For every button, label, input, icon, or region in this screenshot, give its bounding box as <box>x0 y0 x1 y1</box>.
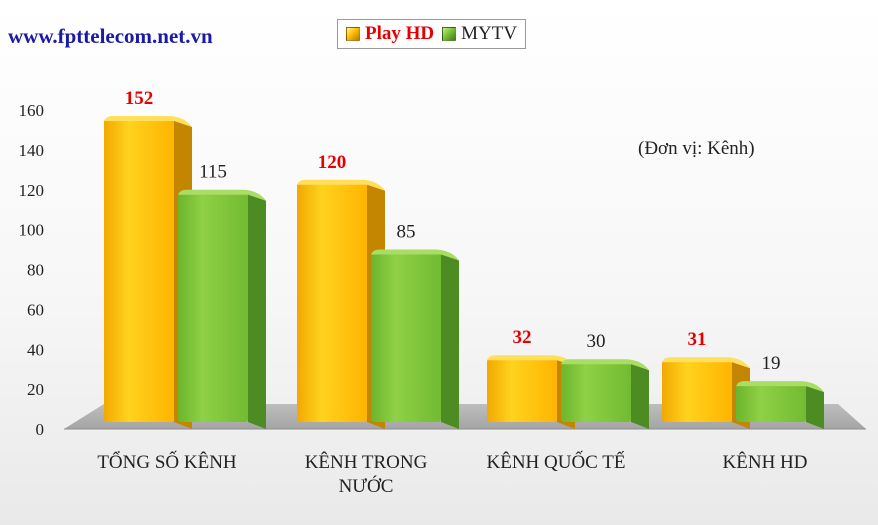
y-tick-label: 0 <box>36 420 45 439</box>
bar-mytv-0 <box>178 189 266 429</box>
y-tick-label: 60 <box>27 300 44 319</box>
x-category-label: KÊNH TRONG NƯỚC <box>305 451 428 497</box>
y-tick-label: 140 <box>19 141 45 160</box>
data-label-mytv: 19 <box>762 353 781 374</box>
y-tick-label: 100 <box>19 221 45 240</box>
legend-swatch-mytv <box>442 27 457 41</box>
data-label-play-hd: 31 <box>688 329 707 350</box>
x-category-label: KÊNH QUỐC TẾ <box>487 451 626 473</box>
legend-label-mytv: MYTV <box>461 23 518 44</box>
legend: Play HD MYTV <box>337 19 527 49</box>
unit-note: (Đơn vị: Kênh) <box>638 138 755 159</box>
bar-mytv-1 <box>371 249 459 429</box>
legend-item-play-hd: Play HD <box>346 23 434 45</box>
y-tick-label: 40 <box>27 340 44 359</box>
y-tick-label: 80 <box>27 261 44 280</box>
legend-label-play-hd: Play HD <box>365 23 435 44</box>
y-tick-label: 20 <box>27 380 44 399</box>
bar-mytv-3 <box>736 381 824 429</box>
x-category-label: KÊNH HD <box>723 451 808 473</box>
site-label: www.fpttelecom.net.vn <box>8 24 213 48</box>
y-tick-label: 160 <box>19 101 45 120</box>
data-label-play-hd: 152 <box>125 88 154 109</box>
legend-swatch-play-hd <box>346 27 360 41</box>
x-category-label: TỔNG SỐ KÊNH <box>97 451 237 473</box>
data-label-play-hd: 120 <box>318 152 347 173</box>
y-tick-label: 120 <box>19 181 45 200</box>
legend-item-mytv: MYTV <box>442 23 517 45</box>
bar-mytv-2 <box>561 359 649 429</box>
data-label-mytv: 115 <box>199 162 227 183</box>
data-label-mytv: 30 <box>587 331 606 352</box>
data-label-play-hd: 32 <box>513 327 532 348</box>
data-label-mytv: 85 <box>397 222 416 243</box>
